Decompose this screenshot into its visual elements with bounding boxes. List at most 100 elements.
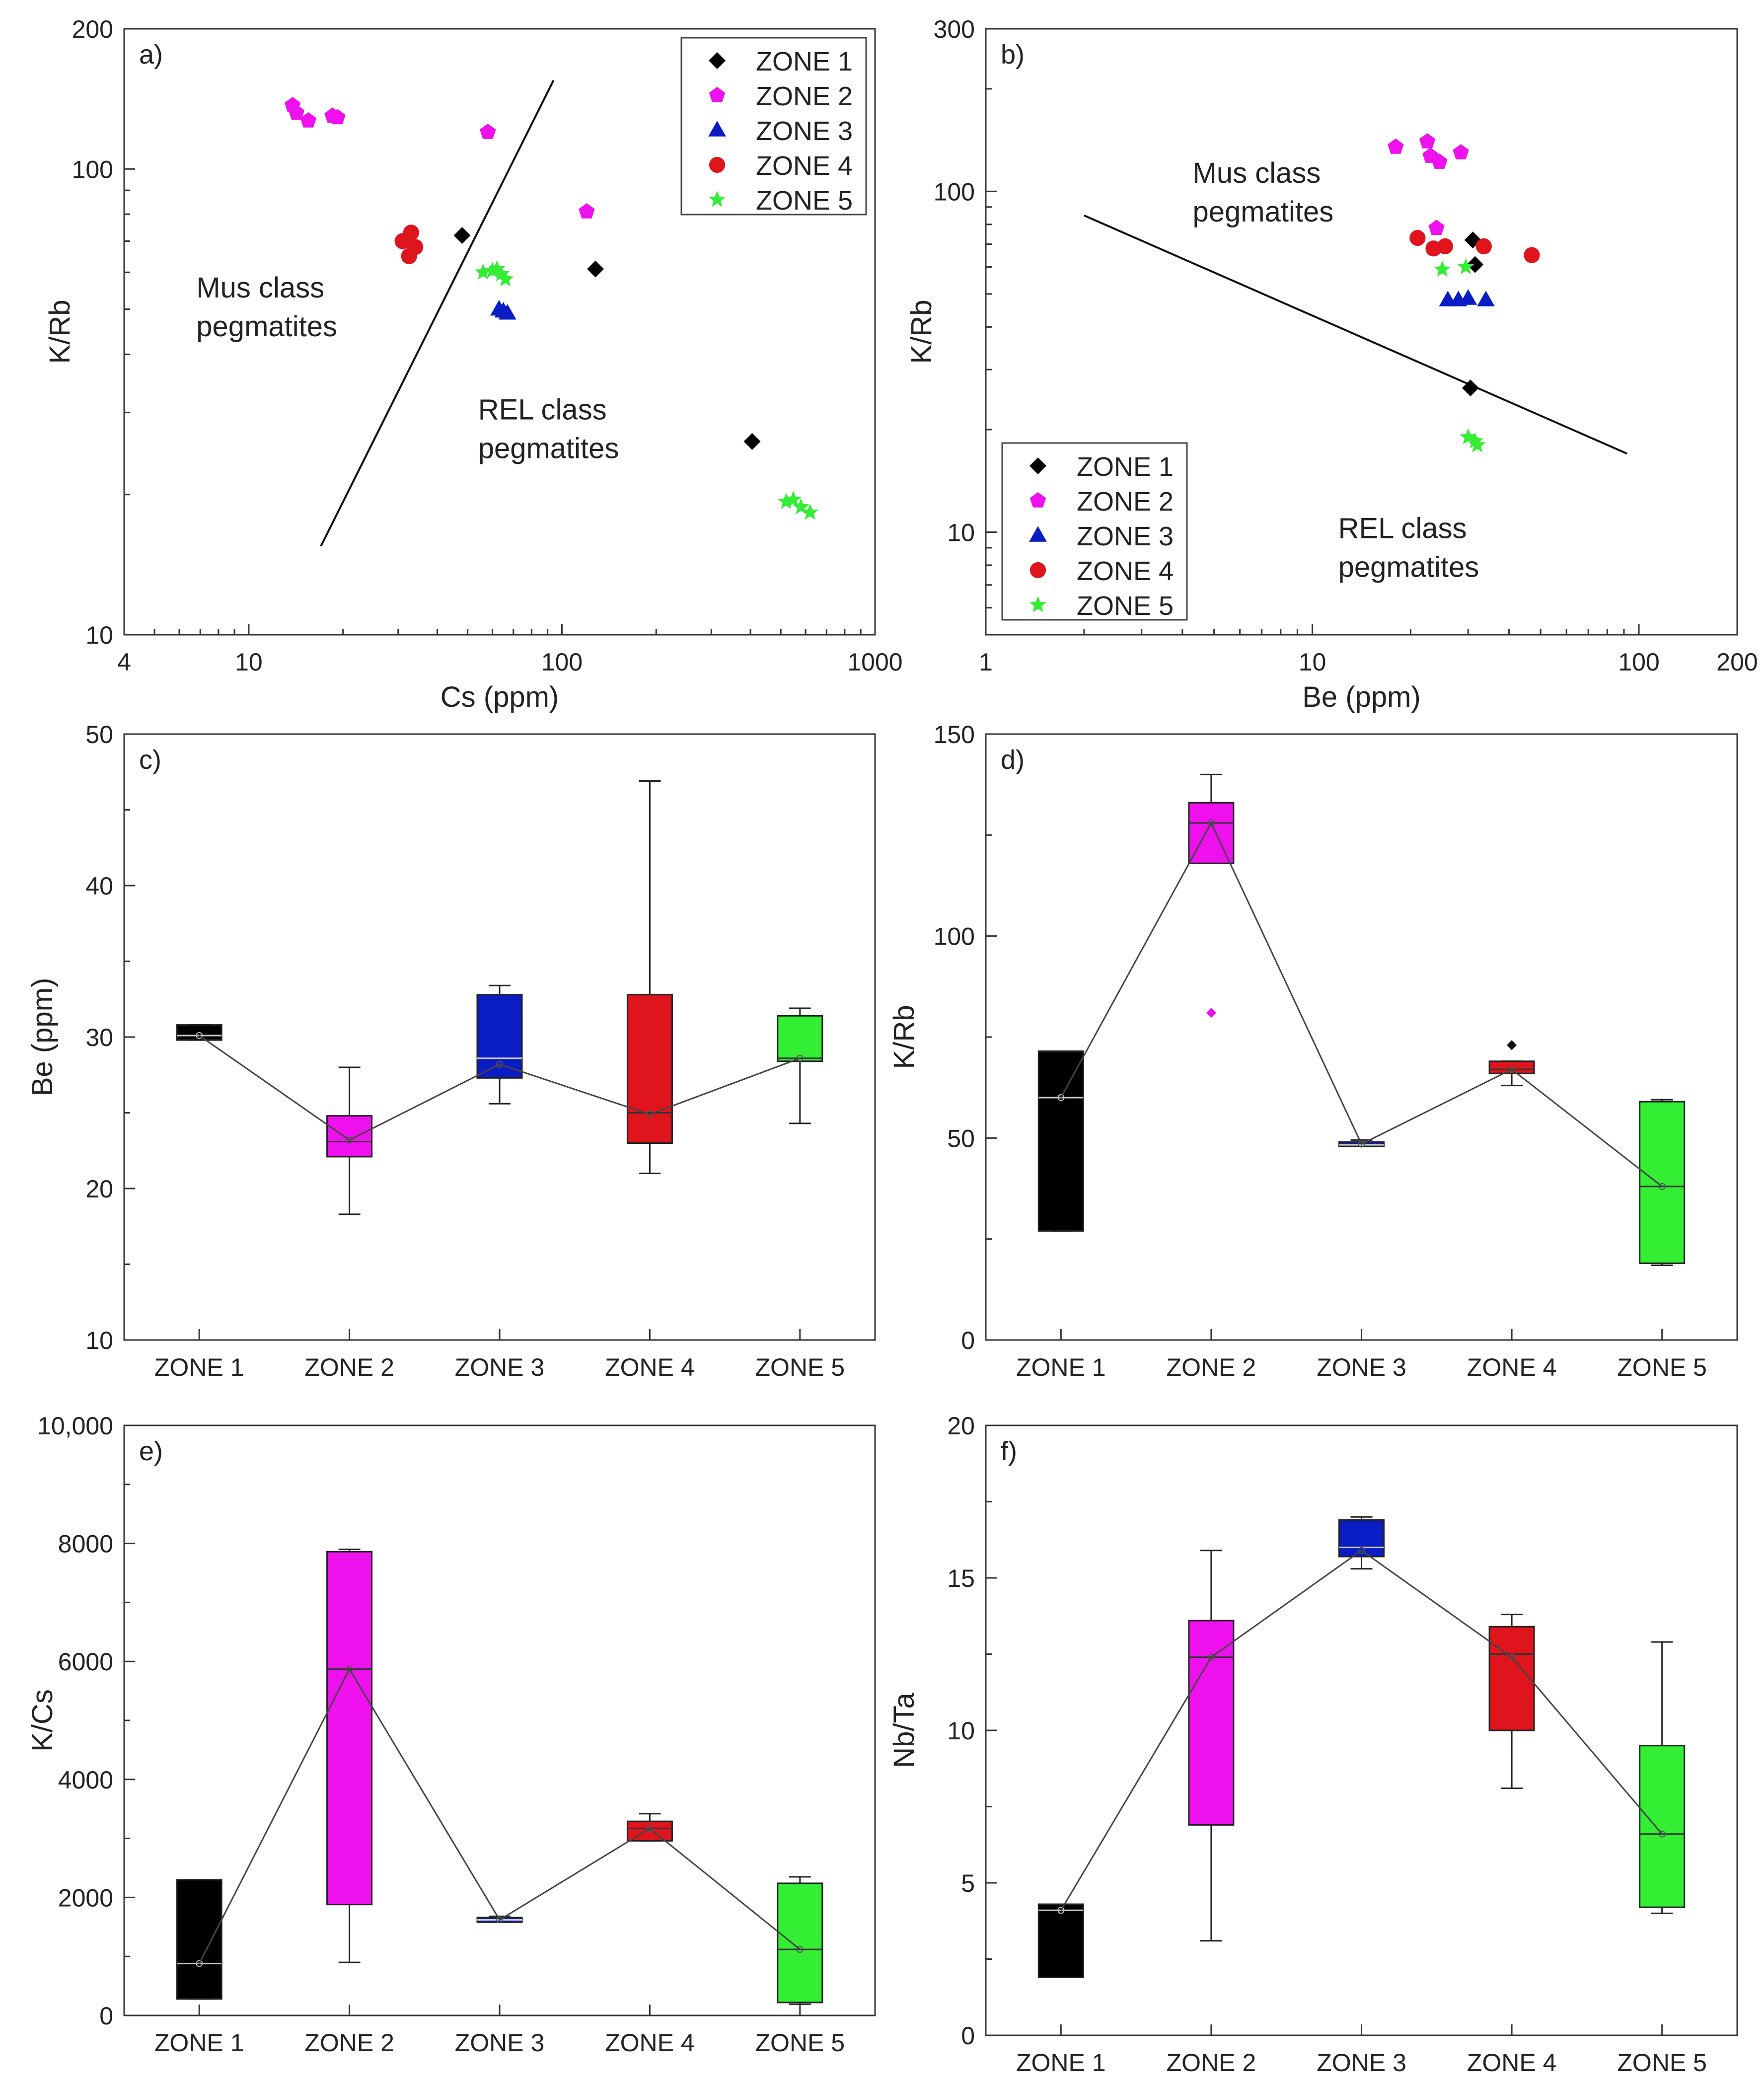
data-point-zone-4 (1475, 238, 1492, 255)
data-point-zone-5 (493, 265, 510, 282)
y-tick-label: 100 (934, 178, 975, 206)
box-zone-1 (1037, 1903, 1084, 1978)
mean-marker (346, 1136, 353, 1144)
y-tick-label: 10 (947, 519, 975, 546)
legend-marker (709, 191, 726, 207)
mean-marker (496, 1060, 503, 1068)
mean-marker (1508, 1066, 1516, 1073)
data-point-zone-5 (474, 263, 492, 280)
x-tick-label: ZONE 3 (455, 1353, 545, 1381)
plot-frame (985, 28, 1738, 636)
data-point-zone-4 (1437, 238, 1453, 255)
data-point-zone-3 (1477, 291, 1495, 306)
mean-marker (1207, 819, 1215, 826)
y-axis-title: Be (ppm) (26, 978, 59, 1097)
x-tick-label: ZONE 5 (755, 2029, 845, 2057)
legend-marker (1029, 596, 1046, 612)
x-tick-label: ZONE 5 (1617, 1353, 1707, 1381)
data-point-zone-2 (300, 112, 317, 128)
data-point-zone-5 (785, 491, 802, 507)
y-tick-label: 100 (934, 923, 975, 951)
data-point-zone-2 (329, 109, 346, 125)
y-tick-label: 4000 (58, 1766, 113, 1794)
x-axis-title: Cs (ppm) (441, 681, 559, 713)
data-point-zone-1 (587, 260, 604, 278)
y-tick-label: 20 (85, 1175, 113, 1203)
x-tick-label: ZONE 1 (1016, 1353, 1106, 1381)
data-point-zone-2 (480, 124, 496, 139)
panel-label: e) (139, 1436, 163, 1466)
data-point-zone-5 (1457, 258, 1474, 274)
box-zone-5 (777, 1015, 823, 1062)
panel-label: d) (1001, 745, 1025, 775)
mean-marker (1658, 1183, 1666, 1190)
box-zone-2 (326, 1551, 373, 1906)
data-point-zone-2 (288, 104, 305, 120)
box-zone-4 (626, 994, 673, 1144)
legend-marker (709, 156, 726, 173)
y-tick-label: 50 (947, 1124, 975, 1152)
data-point-zone-5 (484, 262, 501, 278)
x-tick-label: ZONE 4 (605, 1353, 695, 1381)
y-tick-label: 2000 (58, 1884, 113, 1912)
data-point-zone-5 (1460, 428, 1477, 445)
legend-label: ZONE 4 (756, 151, 853, 181)
panel-c: c) 10 20 30 40 50 ZONE 1 ZONE 2 ZONE 3 ZONE 4 ZONE… (26, 721, 876, 1381)
x-tick-label: ZONE 3 (455, 2029, 545, 2057)
data-point-zone-5 (1467, 432, 1484, 448)
box-zone-5 (777, 1882, 823, 2004)
x-tick-label: ZONE 3 (1317, 2049, 1406, 2077)
data-point-zone-3 (498, 304, 516, 320)
mean-trend-line (1060, 1549, 1663, 1911)
legend-label: ZONE 3 (756, 116, 853, 146)
x-tick-label: ZONE 4 (1467, 1353, 1557, 1381)
y-axis-title: Nb/Ta (888, 1693, 920, 1768)
data-point-zone-2 (1419, 133, 1436, 149)
data-point-zone-3 (1459, 289, 1477, 305)
mean-marker (796, 1054, 804, 1062)
legend-label: ZONE 2 (1077, 487, 1174, 517)
x-tick-label: 1 (979, 648, 993, 676)
y-tick-label: 300 (934, 15, 975, 43)
mean-marker (496, 1916, 503, 1924)
data-point-zone-4 (403, 224, 420, 241)
y-tick-label: 15 (947, 1564, 975, 1592)
data-point-zone-1 (743, 433, 761, 450)
y-tick-label: 200 (72, 15, 113, 43)
panel-e: e) 0 2000 4000 6000 8000 10,000 ZONE 1 ZONE 2 ZON… (26, 1412, 876, 2057)
outlier-point (1206, 1008, 1216, 1018)
legend-box (680, 37, 867, 216)
legend-label: ZONE 5 (1077, 591, 1174, 621)
y-tick-label: 0 (99, 2002, 113, 2030)
y-tick-label: 10 (85, 1327, 113, 1354)
panel-f: f) 0 5 10 15 20 ZONE 1 ZONE 2 ZONE 3 ZONE 4 ZONE 5… (888, 1412, 1738, 2077)
y-tick-label: 100 (72, 155, 113, 183)
legend-marker (709, 87, 726, 102)
mean-marker (196, 1960, 203, 1967)
legend-box (1001, 442, 1188, 621)
box-zone-5 (1639, 1101, 1686, 1264)
y-tick-label: 20 (947, 1412, 975, 1440)
y-tick-label: 0 (961, 1327, 975, 1354)
panel-d: d) 0 50 100 150 ZONE 1 ZONE 2 ZONE 3 ZONE 4 ZONE … (888, 721, 1738, 1381)
data-point-zone-2 (1428, 220, 1445, 235)
mean-marker (196, 1032, 203, 1039)
legend-label: ZONE 1 (1077, 452, 1174, 482)
box-zone-1 (176, 1879, 222, 2000)
data-point-zone-2 (1431, 153, 1448, 169)
box-zone-2 (1188, 802, 1235, 864)
data-point-zone-5 (802, 504, 819, 520)
data-point-zone-1 (1467, 256, 1484, 273)
box-zone-1 (1037, 1050, 1084, 1232)
region-label: REL class (478, 393, 607, 426)
legend-label: ZONE 3 (1077, 521, 1174, 551)
y-tick-label: 150 (934, 721, 975, 748)
legend-marker (1029, 562, 1046, 579)
data-point-zone-2 (1453, 144, 1469, 159)
x-tick-label: 200 (1716, 648, 1758, 676)
legend-marker (708, 121, 726, 137)
x-tick-label: ZONE 2 (1167, 2049, 1256, 2077)
mean-marker (1358, 1547, 1365, 1554)
